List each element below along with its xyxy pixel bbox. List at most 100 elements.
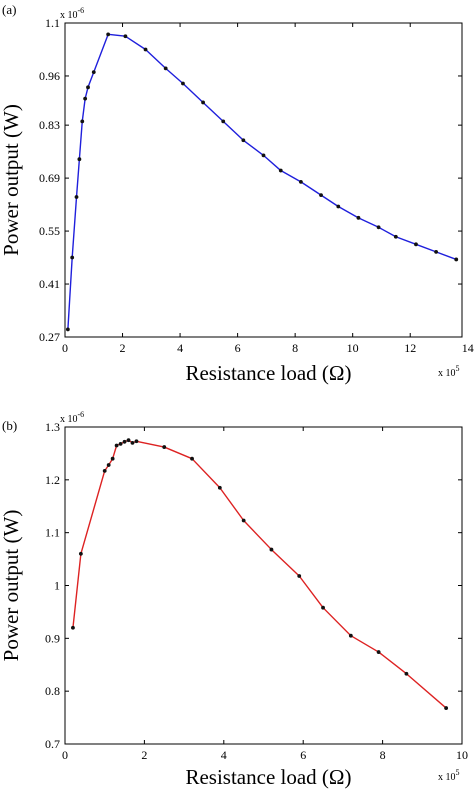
chart-panel-a: (a) 0 2 4 6 8 10 12 14 0.27 0.41 0.55 0.69 0.83 0.96 1.… xyxy=(0,2,474,385)
y-multiplier-exponent: -6 xyxy=(78,6,85,15)
data-point xyxy=(162,445,167,449)
data-point xyxy=(434,249,439,254)
plot-frame xyxy=(64,22,463,338)
y-tick-label: 0.7 xyxy=(45,737,60,751)
data-point xyxy=(336,204,341,209)
data-point xyxy=(393,234,398,239)
x-multiplier-base: x 10 xyxy=(438,772,456,783)
data-point xyxy=(78,551,83,556)
data-point xyxy=(261,153,266,158)
x-tick-label: 14 xyxy=(462,341,474,355)
data-point xyxy=(356,215,361,220)
data-point xyxy=(321,605,325,610)
data-point xyxy=(130,440,135,445)
data-point xyxy=(297,574,302,578)
data-point xyxy=(241,518,246,523)
series-line xyxy=(67,33,457,330)
data-point xyxy=(143,47,148,52)
y-axis-multiplier: x 10-6 xyxy=(60,410,84,425)
x-tick-label: 6 xyxy=(235,341,241,355)
data-point xyxy=(74,195,79,199)
data-point xyxy=(278,168,283,173)
data-point xyxy=(123,34,128,39)
data-point xyxy=(454,257,459,262)
x-tick-label: 10 xyxy=(347,341,359,355)
data-point xyxy=(241,138,246,143)
x-tick-label: 0 xyxy=(62,748,68,762)
data-point xyxy=(181,81,185,86)
x-tick-label: 12 xyxy=(404,341,416,355)
data-point xyxy=(134,439,139,444)
data-point xyxy=(269,547,274,552)
y-tick-label: 1 xyxy=(54,579,60,593)
x-axis-multiplier: x 105 xyxy=(438,364,460,379)
data-point xyxy=(298,179,303,184)
y-axis-multiplier: x 10-6 xyxy=(60,6,84,21)
x-tick-label: 4 xyxy=(221,748,227,762)
data-point xyxy=(110,456,115,461)
y-tick-label: 0.55 xyxy=(39,224,60,238)
y-tick-label: 0.83 xyxy=(39,118,60,132)
x-tick-label: 4 xyxy=(177,341,183,355)
x-tick-label: 10 xyxy=(456,748,468,762)
data-point xyxy=(414,242,418,247)
data-point xyxy=(376,225,381,230)
y-tick-label: 0.8 xyxy=(45,684,60,698)
data-point xyxy=(319,193,323,198)
data-point xyxy=(118,442,123,446)
panel-label: (b) xyxy=(2,418,17,433)
data-point xyxy=(106,463,111,467)
y-multiplier-exponent: -6 xyxy=(78,410,85,419)
series-line xyxy=(72,439,447,709)
data-point xyxy=(404,671,409,676)
y-tick-label: 0.96 xyxy=(39,69,60,83)
x-tick-label: 8 xyxy=(380,748,386,762)
x-multiplier-exponent: 5 xyxy=(456,768,460,777)
y-tick-label: 1.2 xyxy=(45,473,60,487)
data-point xyxy=(86,85,90,90)
x-tick-label: 6 xyxy=(300,748,306,762)
x-multiplier-exponent: 5 xyxy=(456,364,460,373)
data-point xyxy=(122,439,127,444)
y-tick-label: 0.41 xyxy=(39,277,60,291)
data-point xyxy=(126,438,131,443)
x-axis-multiplier: x 105 xyxy=(438,768,460,783)
x-tick-label: 8 xyxy=(292,341,298,355)
data-point xyxy=(80,119,85,124)
data-point xyxy=(65,327,70,332)
y-tick-label: 0.9 xyxy=(45,631,60,645)
x-tick-label: 2 xyxy=(141,748,147,762)
data-point xyxy=(444,706,449,710)
data-point xyxy=(70,255,75,260)
data-point xyxy=(106,32,111,37)
y-multiplier-base: x 10 xyxy=(60,10,78,21)
y-tick-label: 0.27 xyxy=(39,330,60,344)
data-point xyxy=(221,119,226,124)
data-point xyxy=(376,650,381,654)
data-point xyxy=(348,633,353,638)
y-tick-label: 1.1 xyxy=(45,16,60,30)
x-tick-label: 0 xyxy=(62,341,68,355)
data-point xyxy=(201,100,205,105)
panel-label: (a) xyxy=(2,2,16,17)
x-tick-label: 2 xyxy=(120,341,126,355)
data-point xyxy=(190,456,194,461)
x-multiplier-base: x 10 xyxy=(438,368,456,379)
data-point xyxy=(71,625,75,630)
data-point xyxy=(114,443,119,448)
x-axis-label: Resistance load (Ω) xyxy=(185,765,351,789)
x-axis-label: Resistance load (Ω) xyxy=(185,361,351,385)
data-point xyxy=(217,485,222,490)
y-multiplier-base: x 10 xyxy=(60,414,78,425)
y-tick-label: 1.1 xyxy=(45,526,60,540)
data-point xyxy=(163,66,168,71)
y-axis-label: Power output (W) xyxy=(0,104,23,256)
data-point xyxy=(83,96,88,101)
data-point xyxy=(77,157,82,162)
data-point xyxy=(91,70,96,75)
data-point xyxy=(102,468,107,473)
plot-frame xyxy=(64,426,463,745)
y-axis-label: Power output (W) xyxy=(0,510,23,662)
